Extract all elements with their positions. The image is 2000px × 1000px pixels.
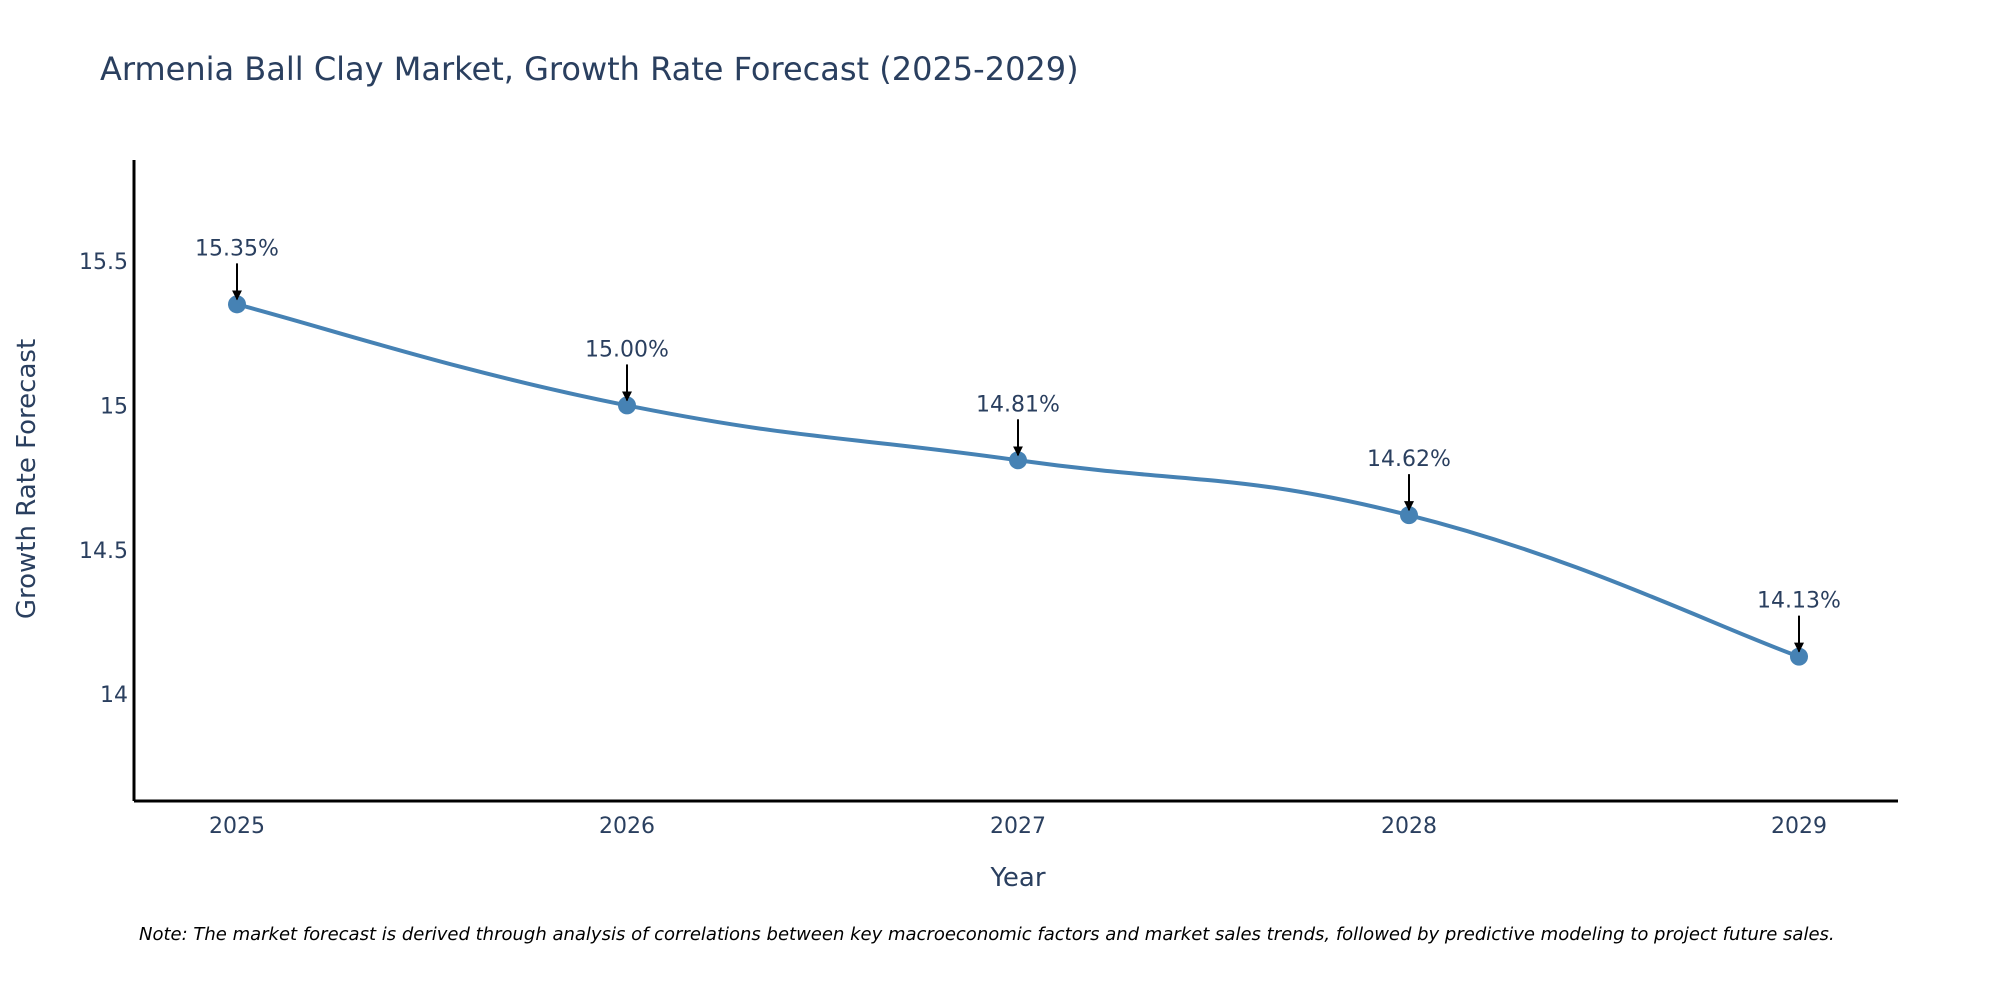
data-markers xyxy=(228,295,1808,666)
chart-title: Armenia Ball Clay Market, Growth Rate Fo… xyxy=(100,50,1079,88)
x-tick-label: 2026 xyxy=(599,814,655,839)
x-tick-label: 2028 xyxy=(1381,814,1437,839)
x-tick-label: 2027 xyxy=(990,814,1046,839)
footnote: Note: The market forecast is derived thr… xyxy=(139,924,1835,945)
y-tick-label: 15 xyxy=(100,394,128,419)
x-tick-label: 2029 xyxy=(1771,814,1827,839)
series-line xyxy=(236,302,1800,659)
data-annotations: 15.35% 15.00% 14.81% 14.62% 14.13% xyxy=(195,236,1841,653)
x-axis-ticks: 2025 2026 2027 2028 2029 xyxy=(209,814,1827,839)
y-tick-label: 14 xyxy=(100,683,128,708)
y-tick-label: 14.5 xyxy=(79,539,128,564)
y-axis-title: Growth Rate Forecast xyxy=(12,339,42,619)
data-label: 14.62% xyxy=(1367,447,1451,472)
data-label: 15.35% xyxy=(195,236,279,261)
data-label: 14.81% xyxy=(976,392,1060,417)
data-label: 15.00% xyxy=(585,337,669,362)
x-tick-label: 2025 xyxy=(209,814,265,839)
y-axis-ticks: 14 14.5 15 15.5 xyxy=(79,250,128,708)
data-label: 14.13% xyxy=(1757,589,1841,614)
y-tick-label: 15.5 xyxy=(79,250,128,275)
x-axis-title: Year xyxy=(989,863,1045,893)
